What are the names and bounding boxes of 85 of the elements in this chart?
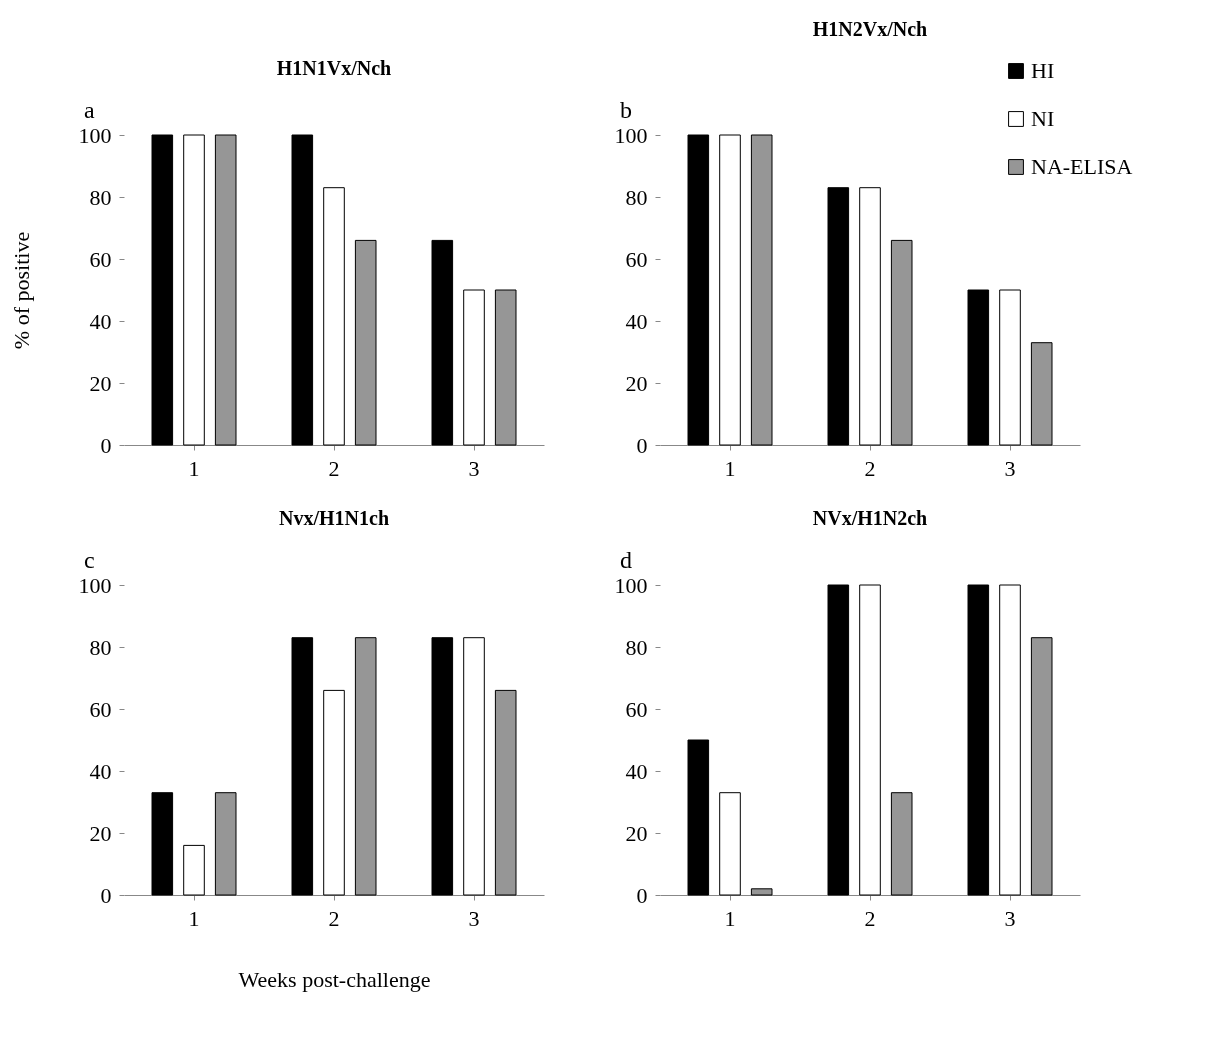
- bar: [431, 239, 454, 446]
- y-axis-title: % of positive: [8, 231, 34, 350]
- y-tick-label: 100: [614, 122, 648, 148]
- bar: [999, 584, 1021, 896]
- y-tick-label: 40: [89, 758, 112, 784]
- bar: [890, 239, 913, 446]
- bar: [354, 239, 377, 446]
- x-tick-label: 1: [188, 905, 200, 931]
- y-tick-label: 20: [625, 370, 648, 396]
- bar: [827, 584, 850, 896]
- legend-label: HI: [1031, 58, 1055, 83]
- bar: [463, 637, 485, 896]
- bar: [214, 792, 237, 896]
- chart-title: H1N1Vx/Nch: [276, 57, 392, 79]
- bar: [719, 134, 741, 446]
- x-tick-label: 3: [468, 455, 480, 481]
- bar: [354, 637, 377, 896]
- y-tick-label: 60: [89, 246, 112, 272]
- y-tick-label: 0: [636, 882, 648, 908]
- x-tick-label: 3: [1004, 455, 1016, 481]
- bar: [494, 689, 517, 896]
- y-tick-label: 20: [625, 820, 648, 846]
- y-tick-label: 80: [625, 634, 648, 660]
- x-tick-label: 2: [328, 905, 340, 931]
- bar: [859, 584, 881, 896]
- chart-title: NVx/H1N2ch: [812, 507, 928, 529]
- bar: [323, 689, 345, 896]
- y-tick-label: 60: [625, 696, 648, 722]
- x-tick-label: 1: [724, 455, 736, 481]
- y-tick-label: 80: [89, 634, 112, 660]
- y-tick-label: 0: [100, 432, 112, 458]
- x-tick-label: 3: [1004, 905, 1016, 931]
- bar: [750, 134, 773, 446]
- bar: [291, 134, 314, 446]
- x-tick-label: 3: [468, 905, 480, 931]
- text: b: [620, 97, 632, 123]
- bar: [151, 134, 174, 446]
- bar: [890, 792, 913, 896]
- x-tick-label: 2: [864, 905, 876, 931]
- y-tick-label: 0: [100, 882, 112, 908]
- bar: [494, 289, 517, 446]
- text: c: [84, 547, 95, 573]
- text: a: [84, 97, 95, 123]
- bar: [151, 792, 174, 896]
- y-tick-label: 0: [636, 432, 648, 458]
- bar: [214, 134, 237, 446]
- text: d: [620, 547, 632, 573]
- x-tick-label: 1: [188, 455, 200, 481]
- bar: [719, 792, 741, 896]
- y-tick-label: 40: [625, 758, 648, 784]
- y-tick-label: 80: [89, 184, 112, 210]
- y-tick-label: 80: [625, 184, 648, 210]
- y-tick-label: 100: [78, 122, 112, 148]
- x-axis-title: Weeks post-challenge: [238, 966, 431, 992]
- legend-label: NI: [1031, 106, 1055, 131]
- bar: [687, 134, 710, 446]
- bar: [183, 844, 205, 896]
- x-tick-label: 2: [328, 455, 340, 481]
- y-tick-label: 40: [625, 308, 648, 334]
- chart-title: Nvx/H1N1ch: [279, 507, 389, 529]
- y-tick-label: 40: [89, 308, 112, 334]
- y-tick-label: 100: [614, 572, 648, 598]
- bar: [291, 637, 314, 896]
- y-tick-label: 20: [89, 370, 112, 396]
- y-tick-label: 100: [78, 572, 112, 598]
- bar: [1030, 342, 1053, 446]
- bar: [827, 187, 850, 446]
- bar: [463, 289, 485, 446]
- bar: [750, 888, 773, 896]
- bar: [323, 187, 345, 446]
- bar: [967, 289, 990, 446]
- bar: [999, 289, 1021, 446]
- x-tick-label: 1: [724, 905, 736, 931]
- y-tick-label: 60: [89, 696, 112, 722]
- x-tick-label: 2: [864, 455, 876, 481]
- y-tick-label: 60: [625, 246, 648, 272]
- bar: [1030, 637, 1053, 896]
- bar: [431, 637, 454, 896]
- bar: [859, 187, 881, 446]
- chart-title: H1N2Vx/Nch: [812, 18, 928, 40]
- bar: [687, 739, 710, 896]
- bar: [967, 584, 990, 896]
- y-tick-label: 20: [89, 820, 112, 846]
- bar: [183, 134, 205, 446]
- legend-label: NA-ELISA: [1031, 154, 1133, 179]
